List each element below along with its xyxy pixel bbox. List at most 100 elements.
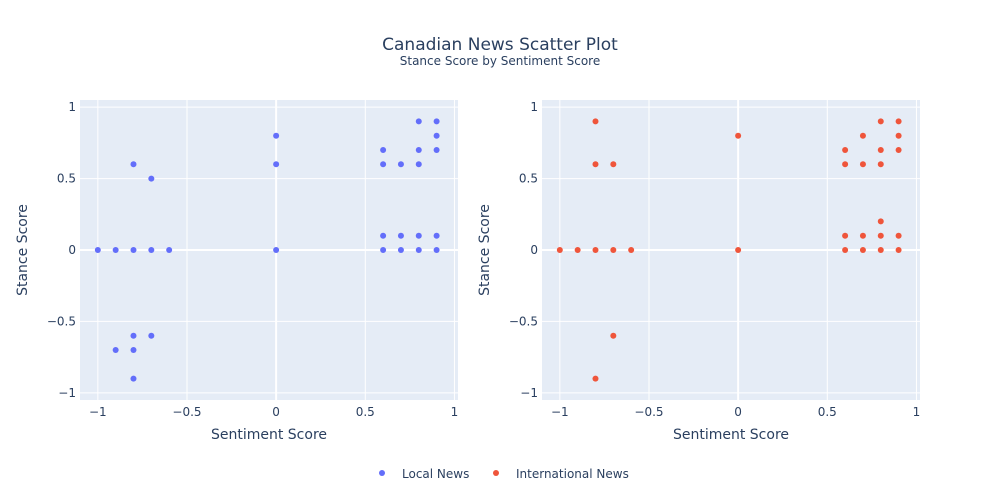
legend-label: International News xyxy=(516,467,629,481)
data-point[interactable] xyxy=(859,232,866,239)
legend-label: Local News xyxy=(402,467,469,481)
subplot-1: −1 −0.5 0 0.5 1 −1 −0.5 0 0.5 1 Sentiment Score Sta… xyxy=(15,100,458,443)
data-point[interactable] xyxy=(397,247,404,253)
y-tick-label: 0.5 xyxy=(57,172,76,186)
x-tick-label: 0.5 xyxy=(818,405,837,419)
data-point[interactable] xyxy=(166,247,173,253)
series-local-news xyxy=(94,118,440,382)
data-point[interactable] xyxy=(877,118,884,125)
data-point[interactable] xyxy=(895,247,902,253)
data-point[interactable] xyxy=(877,161,884,168)
data-point[interactable] xyxy=(859,161,866,168)
data-point[interactable] xyxy=(592,247,599,253)
data-point[interactable] xyxy=(859,132,866,139)
data-point[interactable] xyxy=(556,247,563,253)
data-point[interactable] xyxy=(415,147,422,153)
data-point[interactable] xyxy=(877,218,884,225)
y-tick-label: 1 xyxy=(530,100,538,114)
data-point[interactable] xyxy=(415,247,422,253)
data-point[interactable] xyxy=(592,161,599,168)
x-tick-label: 0.5 xyxy=(356,405,375,419)
y-tick-label: −0.5 xyxy=(509,314,538,328)
x-tick-label: −1 xyxy=(89,405,107,419)
data-point[interactable] xyxy=(130,332,137,339)
data-point[interactable] xyxy=(94,247,101,253)
y-axis-title: Stance Score xyxy=(15,204,31,296)
data-point[interactable] xyxy=(877,147,884,153)
subplot-2: −1 −0.5 0 0.5 1 −1 −0.5 0 0.5 1 Sentiment Score Sta… xyxy=(477,100,920,443)
data-point[interactable] xyxy=(273,247,280,253)
data-point[interactable] xyxy=(895,132,902,139)
legend-item-international-news[interactable]: International News xyxy=(493,467,629,481)
data-point[interactable] xyxy=(415,232,422,239)
data-point[interactable] xyxy=(148,332,155,339)
legend: Local News International News xyxy=(379,467,629,481)
data-point[interactable] xyxy=(130,375,137,382)
data-point[interactable] xyxy=(130,347,137,353)
y-tick-label: −1 xyxy=(520,386,538,400)
data-point[interactable] xyxy=(433,118,440,125)
data-point[interactable] xyxy=(130,161,137,168)
data-point[interactable] xyxy=(130,247,137,253)
data-point[interactable] xyxy=(273,161,280,168)
data-point[interactable] xyxy=(380,247,387,253)
data-point[interactable] xyxy=(433,247,440,253)
data-point[interactable] xyxy=(380,232,387,239)
legend-item-local-news[interactable]: Local News xyxy=(379,467,469,481)
data-point[interactable] xyxy=(415,118,422,125)
chart-subtitle: Stance Score by Sentiment Score xyxy=(400,54,600,68)
y-tick-label: 0 xyxy=(530,243,538,257)
x-tick-label: 0 xyxy=(272,405,280,419)
data-point[interactable] xyxy=(859,247,866,253)
series-international-news xyxy=(556,118,902,382)
data-point[interactable] xyxy=(148,175,155,182)
data-point[interactable] xyxy=(148,247,155,253)
data-point[interactable] xyxy=(610,161,617,168)
data-point[interactable] xyxy=(397,161,404,168)
y-tick-label: 0 xyxy=(68,243,76,257)
y-tick-label: 1 xyxy=(68,100,76,114)
data-point[interactable] xyxy=(112,247,119,253)
data-point[interactable] xyxy=(895,118,902,125)
data-point[interactable] xyxy=(397,232,404,239)
data-point[interactable] xyxy=(735,132,742,139)
data-point[interactable] xyxy=(735,247,742,253)
data-point[interactable] xyxy=(574,247,581,253)
chart-title: Canadian News Scatter Plot xyxy=(382,35,618,55)
x-tick-label: −0.5 xyxy=(172,405,201,419)
y-tick-label: −0.5 xyxy=(47,314,76,328)
data-point[interactable] xyxy=(380,161,387,168)
x-axis-title: Sentiment Score xyxy=(673,427,789,443)
data-point[interactable] xyxy=(877,232,884,239)
data-point[interactable] xyxy=(610,247,617,253)
data-point[interactable] xyxy=(842,161,849,168)
data-point[interactable] xyxy=(842,147,849,153)
x-tick-label: −0.5 xyxy=(634,405,663,419)
data-point[interactable] xyxy=(610,332,617,339)
data-point[interactable] xyxy=(433,232,440,239)
x-axis-title: Sentiment Score xyxy=(211,427,327,443)
data-point[interactable] xyxy=(592,375,599,382)
data-point[interactable] xyxy=(112,347,119,353)
x-tick-label: 1 xyxy=(913,405,921,419)
data-point[interactable] xyxy=(380,147,387,153)
data-point[interactable] xyxy=(273,132,280,139)
data-point[interactable] xyxy=(433,147,440,153)
legend-marker xyxy=(379,470,385,476)
x-tick-label: 1 xyxy=(451,405,459,419)
x-tick-label: 0 xyxy=(734,405,742,419)
y-axis-title: Stance Score xyxy=(477,204,493,296)
plots-group: −1 −0.5 0 0.5 1 −1 −0.5 0 0.5 1 Sentiment Score Sta… xyxy=(15,100,920,443)
data-point[interactable] xyxy=(877,247,884,253)
data-point[interactable] xyxy=(895,232,902,239)
legend-marker xyxy=(493,470,499,476)
data-point[interactable] xyxy=(895,147,902,153)
x-tick-label: −1 xyxy=(551,405,569,419)
data-point[interactable] xyxy=(415,161,422,168)
data-point[interactable] xyxy=(433,132,440,139)
data-point[interactable] xyxy=(842,232,849,239)
data-point[interactable] xyxy=(628,247,635,253)
y-tick-label: 0.5 xyxy=(519,172,538,186)
data-point[interactable] xyxy=(842,247,849,253)
data-point[interactable] xyxy=(592,118,599,125)
